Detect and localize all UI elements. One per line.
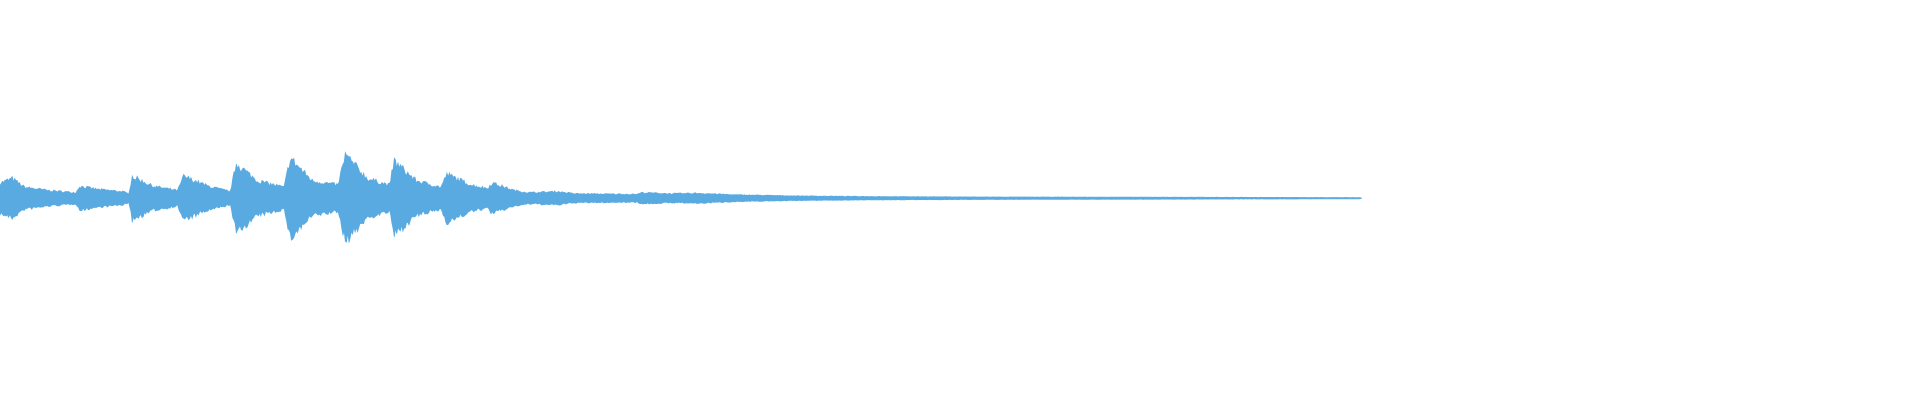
waveform xyxy=(0,151,1362,243)
